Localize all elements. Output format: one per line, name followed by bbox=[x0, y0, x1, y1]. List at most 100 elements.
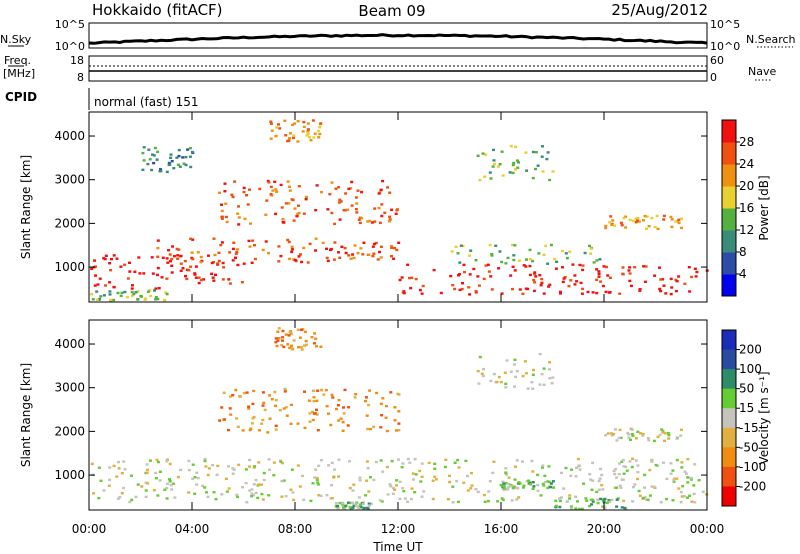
power-cell bbox=[194, 276, 198, 279]
velocity-cell bbox=[341, 421, 345, 424]
power-cell bbox=[288, 257, 292, 261]
velocity-cell bbox=[380, 500, 384, 503]
velocity-cell bbox=[693, 501, 697, 504]
velocity-cell bbox=[652, 485, 656, 488]
power-cell bbox=[532, 278, 536, 282]
velocity-cell bbox=[342, 406, 345, 409]
power-cell bbox=[189, 165, 193, 169]
power-cell bbox=[146, 162, 150, 166]
velocity-cell bbox=[514, 465, 517, 468]
power-cell bbox=[609, 215, 613, 218]
power-cell bbox=[575, 280, 579, 283]
power-cell bbox=[451, 284, 455, 287]
power-cell bbox=[181, 156, 185, 159]
power-cell bbox=[388, 218, 392, 221]
velocity-cell bbox=[257, 429, 261, 432]
power-cell bbox=[532, 289, 536, 293]
power-cell bbox=[344, 192, 348, 195]
velocity-cell bbox=[235, 493, 239, 497]
power-cell bbox=[108, 293, 112, 296]
velocity-cell bbox=[361, 502, 365, 506]
velocity-cell bbox=[389, 485, 393, 488]
velocity-cell bbox=[585, 499, 589, 502]
power-cell bbox=[528, 264, 532, 268]
power-cell bbox=[293, 258, 297, 262]
power-cell bbox=[142, 272, 146, 275]
velocity-cell bbox=[245, 391, 249, 394]
velocity-cell bbox=[165, 460, 169, 463]
velocity-cell bbox=[631, 434, 635, 437]
velocity-cell bbox=[646, 436, 650, 440]
power-cell bbox=[270, 129, 274, 132]
station-title: Hokkaido (fitACF) bbox=[92, 1, 223, 19]
velocity-cell bbox=[408, 461, 412, 464]
power-cell bbox=[619, 221, 623, 225]
velocity-cell bbox=[187, 468, 191, 472]
power-cell bbox=[604, 226, 608, 230]
velocity-cell bbox=[457, 466, 461, 469]
velocity-cell bbox=[152, 489, 156, 492]
velocity-cell bbox=[397, 410, 401, 413]
velocity-cell bbox=[280, 495, 284, 498]
velocity-colorbar-swatch bbox=[722, 388, 736, 409]
velocity-cell bbox=[195, 471, 199, 474]
power-cell bbox=[199, 278, 203, 282]
velocity-cell bbox=[347, 501, 350, 504]
power-cell bbox=[534, 275, 538, 278]
power-cell bbox=[514, 168, 517, 171]
velocity-cell bbox=[300, 348, 304, 351]
velocity-cell bbox=[274, 424, 278, 427]
velocity-cell bbox=[364, 399, 367, 403]
power-cell bbox=[228, 282, 232, 285]
power-cell bbox=[529, 258, 533, 261]
power-cell bbox=[354, 196, 358, 199]
velocity-cell bbox=[627, 436, 631, 439]
velocity-cell bbox=[287, 334, 291, 337]
velocity-cell bbox=[598, 477, 602, 480]
power-cell bbox=[131, 284, 134, 287]
power-cell bbox=[383, 211, 387, 214]
velocity-cell bbox=[401, 462, 405, 465]
velocity-cell bbox=[497, 375, 501, 379]
velocity-cell bbox=[335, 407, 338, 411]
power-cell bbox=[269, 193, 273, 196]
velocity-cell bbox=[456, 500, 460, 504]
velocity-cell bbox=[521, 486, 525, 489]
power-cell bbox=[388, 191, 392, 194]
power-cell bbox=[119, 265, 123, 268]
power-cell bbox=[500, 260, 504, 264]
power-cell bbox=[210, 272, 214, 275]
power-cell bbox=[506, 256, 510, 260]
power-cell bbox=[389, 244, 393, 248]
velocity-cell bbox=[690, 500, 694, 503]
power-cell bbox=[540, 277, 544, 281]
velocity-cell bbox=[630, 465, 634, 469]
velocity-cell bbox=[391, 486, 395, 490]
velocity-cell bbox=[515, 459, 519, 462]
power-cell bbox=[312, 136, 316, 139]
power-cell bbox=[130, 287, 134, 290]
power-cell bbox=[277, 245, 281, 248]
power-cell bbox=[172, 167, 176, 170]
power-cell bbox=[496, 165, 500, 168]
power-cell bbox=[362, 241, 366, 244]
power-cell bbox=[242, 186, 246, 190]
freq-tick-bottom: 8 bbox=[77, 71, 84, 84]
velocity-cell bbox=[679, 501, 683, 504]
power-colorbar-swatch bbox=[722, 164, 736, 187]
power-cell bbox=[459, 244, 463, 247]
power-cell bbox=[315, 184, 319, 187]
power-cell bbox=[175, 156, 179, 159]
velocity-cell bbox=[502, 484, 506, 487]
velocity-cell bbox=[531, 487, 535, 490]
velocity-cell bbox=[300, 346, 303, 349]
power-cell bbox=[374, 241, 378, 245]
power-cell bbox=[153, 146, 157, 150]
velocity-cell bbox=[262, 401, 266, 405]
power-cell bbox=[284, 202, 288, 205]
velocity-cell bbox=[549, 482, 553, 485]
velocity-cell bbox=[532, 485, 536, 488]
velocity-cell bbox=[380, 414, 384, 417]
velocity-cell bbox=[636, 430, 640, 433]
power-cell bbox=[539, 284, 543, 287]
